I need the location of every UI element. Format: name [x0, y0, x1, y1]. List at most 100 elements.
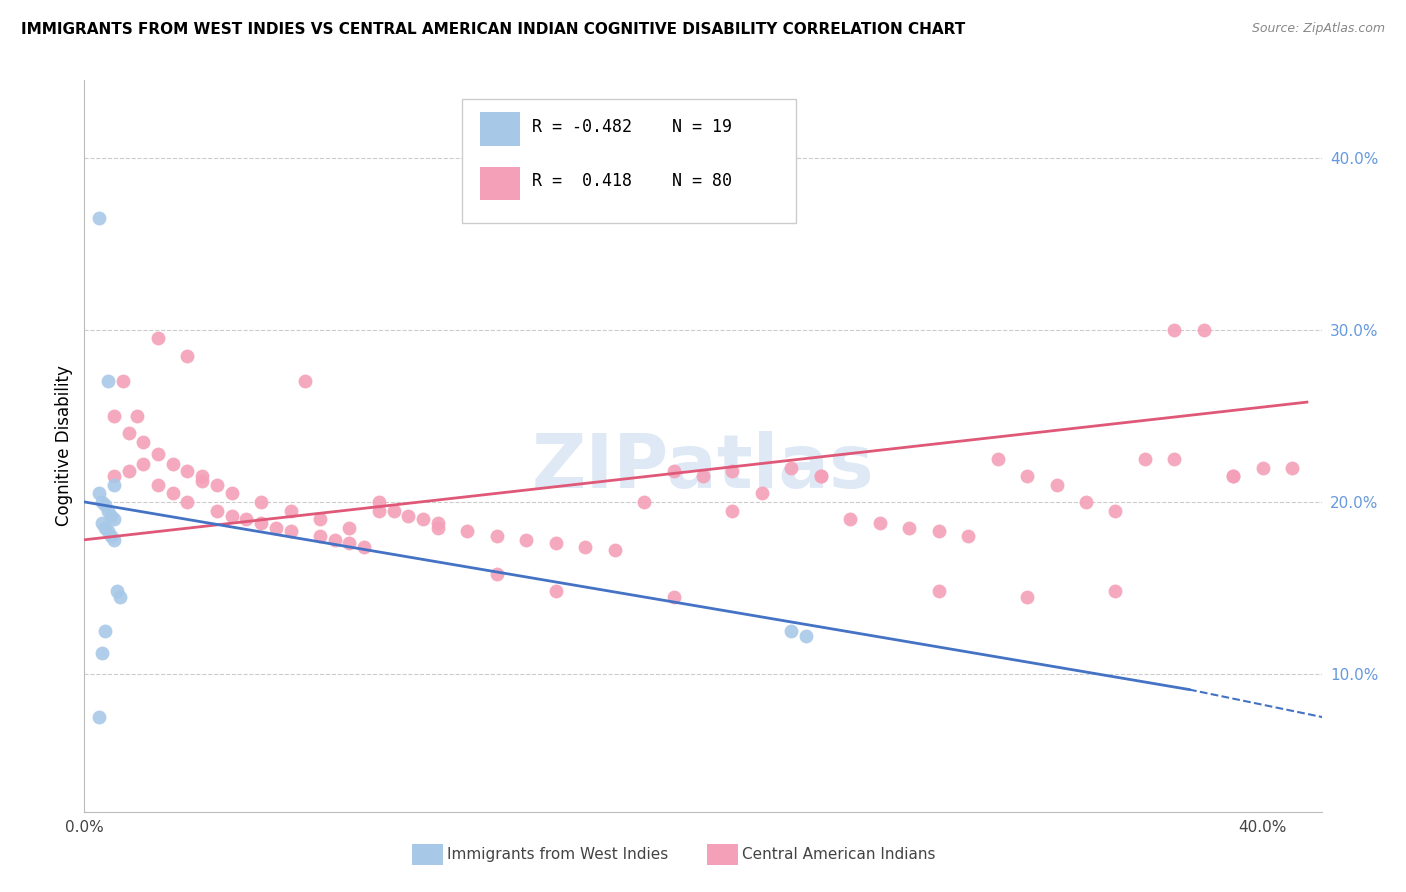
Point — [1133, 451, 1156, 466]
Point — [94, 521, 117, 535]
Point — [191, 475, 214, 489]
Point — [162, 457, 184, 471]
Point — [794, 629, 817, 643]
Point — [574, 540, 596, 554]
Point — [721, 503, 744, 517]
Point — [176, 464, 198, 478]
Point — [205, 503, 228, 517]
Point — [839, 512, 862, 526]
FancyBboxPatch shape — [481, 112, 520, 146]
Point — [633, 495, 655, 509]
Text: ZIPatlas: ZIPatlas — [531, 432, 875, 505]
Point — [456, 524, 478, 539]
Point — [1015, 590, 1038, 604]
Point — [1104, 503, 1126, 517]
Point — [1015, 469, 1038, 483]
Point — [127, 409, 149, 423]
Point — [103, 533, 125, 547]
Point — [485, 567, 508, 582]
Point — [353, 540, 375, 554]
Point — [323, 533, 346, 547]
Point — [869, 516, 891, 530]
Point — [928, 584, 950, 599]
Point — [235, 512, 257, 526]
Point — [780, 624, 803, 638]
Point — [111, 375, 134, 389]
Point — [1045, 477, 1067, 491]
Point — [221, 508, 243, 523]
Point — [309, 512, 332, 526]
Point — [1251, 460, 1274, 475]
Point — [294, 375, 316, 389]
Point — [280, 524, 302, 539]
Point — [94, 624, 117, 638]
Point — [100, 508, 122, 523]
Point — [426, 521, 449, 535]
Point — [426, 516, 449, 530]
Point — [1163, 323, 1185, 337]
Point — [250, 495, 273, 509]
Text: Central American Indians: Central American Indians — [742, 847, 936, 862]
Point — [146, 477, 169, 491]
Text: Source: ZipAtlas.com: Source: ZipAtlas.com — [1251, 22, 1385, 36]
Point — [339, 536, 361, 550]
Point — [97, 375, 120, 389]
Point — [87, 486, 110, 500]
Point — [117, 426, 139, 441]
Point — [780, 460, 803, 475]
Point — [100, 529, 122, 543]
Point — [97, 524, 120, 539]
Point — [987, 451, 1010, 466]
Y-axis label: Cognitive Disability: Cognitive Disability — [55, 366, 73, 526]
Point — [91, 495, 114, 509]
Point — [146, 447, 169, 461]
Point — [87, 710, 110, 724]
Point — [1222, 469, 1244, 483]
Point — [485, 529, 508, 543]
Point — [105, 584, 128, 599]
Point — [721, 464, 744, 478]
Point — [382, 503, 405, 517]
Point — [1104, 584, 1126, 599]
Point — [368, 503, 391, 517]
Point — [264, 521, 287, 535]
Point — [176, 349, 198, 363]
Point — [928, 524, 950, 539]
Point — [810, 469, 832, 483]
Point — [97, 503, 120, 517]
Point — [810, 469, 832, 483]
FancyBboxPatch shape — [481, 167, 520, 200]
Point — [176, 495, 198, 509]
Point — [957, 529, 980, 543]
Point — [162, 486, 184, 500]
Text: R = -0.482    N = 19: R = -0.482 N = 19 — [533, 118, 733, 136]
Point — [339, 521, 361, 535]
Point — [117, 464, 139, 478]
Point — [191, 469, 214, 483]
FancyBboxPatch shape — [461, 99, 796, 223]
Point — [103, 409, 125, 423]
Point — [544, 584, 567, 599]
Point — [146, 331, 169, 345]
Point — [94, 499, 117, 513]
Point — [103, 512, 125, 526]
Point — [662, 590, 685, 604]
Point — [898, 521, 921, 535]
Point — [368, 495, 391, 509]
Point — [250, 516, 273, 530]
Point — [132, 434, 155, 449]
Point — [1192, 323, 1215, 337]
Point — [515, 533, 537, 547]
Point — [692, 469, 714, 483]
Text: IMMIGRANTS FROM WEST INDIES VS CENTRAL AMERICAN INDIAN COGNITIVE DISABILITY CORR: IMMIGRANTS FROM WEST INDIES VS CENTRAL A… — [21, 22, 966, 37]
Point — [87, 211, 110, 225]
Point — [91, 646, 114, 660]
Point — [603, 543, 626, 558]
Point — [108, 590, 131, 604]
Point — [91, 516, 114, 530]
Point — [751, 486, 773, 500]
Point — [221, 486, 243, 500]
Point — [1281, 460, 1303, 475]
Text: R =  0.418    N = 80: R = 0.418 N = 80 — [533, 172, 733, 190]
Point — [1163, 451, 1185, 466]
